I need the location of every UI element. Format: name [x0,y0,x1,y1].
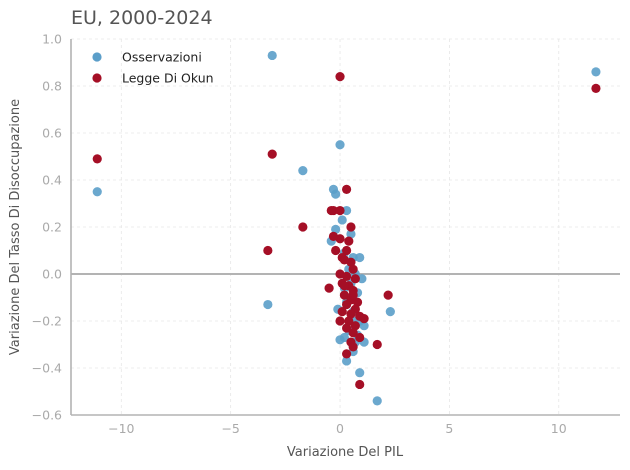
data-points [92,50,601,406]
okun-series [92,72,601,390]
okun-point [341,245,352,256]
observation-point [331,224,341,234]
okun-point [331,245,341,256]
okun-point [346,222,356,232]
okun-point [344,316,354,326]
okun-point [341,299,352,310]
y-tick-label: 1.0 [42,32,62,47]
okun-point [339,255,350,265]
okun-point [298,222,308,232]
y-tick-label: 0.2 [42,220,62,235]
y-tick-label: −0.4 [32,361,62,376]
y-tick-label: −0.6 [32,408,62,423]
okun-point [350,274,360,284]
observation-point [346,229,356,239]
okun-point [263,245,273,256]
y-tick-label: 0.4 [42,173,62,188]
okun-point [337,307,347,317]
x-tick-label: 5 [445,421,453,436]
observation-point [263,299,273,310]
observation-point [335,335,345,345]
observation-point [92,187,102,197]
y-tick-label: 0.6 [42,126,62,141]
okun-point [267,149,277,159]
okun-point [92,154,102,164]
legend: Osservazioni Legge Di Okun [92,50,214,86]
okun-point [328,231,339,241]
x-axis-label: Variazione Del PIL [287,445,404,460]
legend-marker-okun [92,73,102,83]
okun-point [339,281,350,291]
y-tick-label: 0.0 [42,267,62,282]
observation-point [355,368,365,378]
okun-point [348,328,358,338]
observation-point [341,205,352,216]
x-tick-label: 0 [336,421,344,436]
observation-point [331,189,341,199]
x-tick-label: −10 [108,421,134,436]
okun-point [591,83,601,93]
observation-point [337,215,347,225]
legend-marker-observations [92,52,102,62]
okun-point [355,379,365,390]
legend-label-okun: Legge Di Okun [122,71,214,86]
okun-point [350,321,360,331]
okun-point [335,316,345,326]
okun-point [335,72,345,82]
okun-point [344,236,354,246]
chart-title: EU, 2000-2024 [71,7,213,29]
x-tick-label: 10 [551,421,567,436]
okun-point [335,205,345,216]
observation-point [385,307,395,317]
observation-point [267,50,277,61]
observation-point [335,140,345,150]
observation-point [591,67,601,77]
y-tick-label: 0.8 [42,79,62,94]
okun-point [328,205,339,216]
okun-point [341,323,352,333]
okun-point [355,332,365,343]
x-tick-label: −5 [221,421,239,436]
okun-point [352,297,363,307]
okun-point [341,271,352,281]
okun-point [383,290,393,300]
okun-point [372,339,382,350]
observation-point [341,356,352,366]
okun-point [341,184,352,194]
observation-point [355,252,365,263]
observation-point [298,166,308,176]
okun-point [348,290,358,300]
y-tick-label: −0.2 [32,314,62,329]
okun-point [339,290,350,300]
legend-label-observations: Osservazioni [122,50,202,65]
observation-point [357,274,367,284]
okun-point [348,264,358,274]
okun-point [359,314,369,324]
observation-point [372,396,382,406]
axes: −10 −5 0 5 10 −0.6 −0.4 −0.2 0.0 0.2 0.4 0.6 0.8 1.0 [32,32,620,436]
y-axis-label: Variazione Del Tasso Di Disoccupazione [8,99,23,355]
okun-point [341,349,352,359]
okun-point [346,309,356,319]
okun-point [324,283,334,293]
okun-point [348,342,358,352]
